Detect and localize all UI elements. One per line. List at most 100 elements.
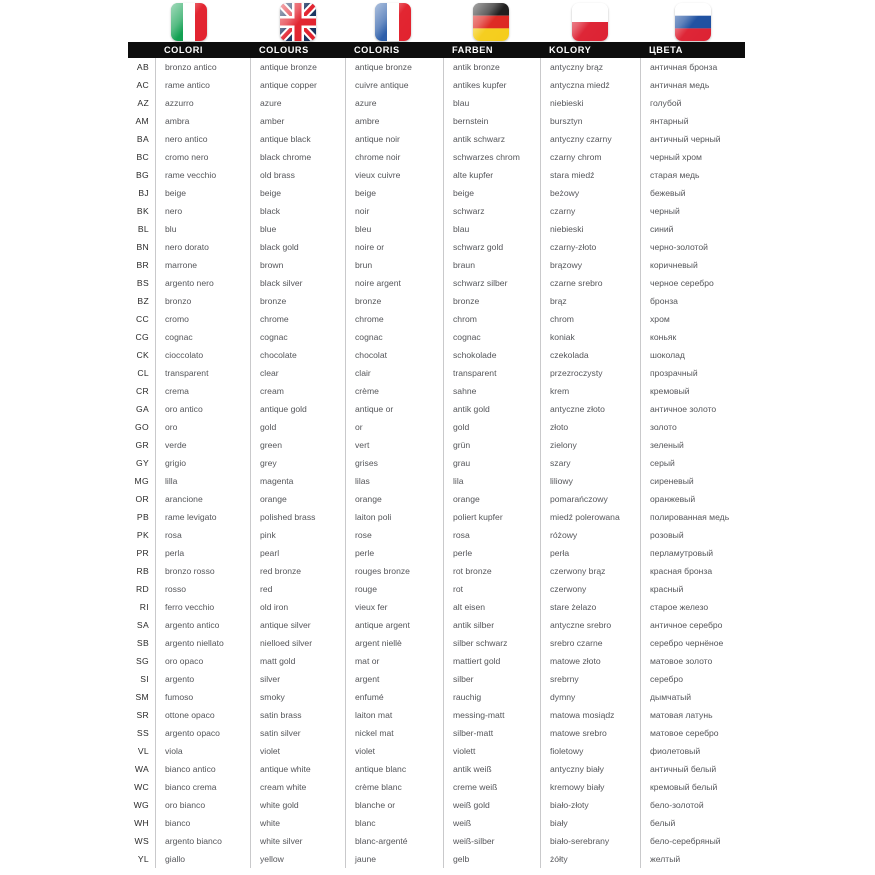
cell-it: arancione: [155, 490, 250, 508]
cell-ru: голубой: [640, 94, 745, 112]
cell-it: ottone opaco: [155, 706, 250, 724]
row-code: GR: [135, 440, 149, 450]
row-code: CG: [135, 332, 149, 342]
cell-de: gelb: [443, 850, 540, 868]
cell-ru: античное серебро: [640, 616, 745, 634]
cell-de: blau: [443, 94, 540, 112]
row-code: AZ: [137, 98, 149, 108]
cell-fr: bleu: [345, 220, 443, 238]
cell-fr: enfumé: [345, 688, 443, 706]
cell-en: cognac: [250, 328, 345, 346]
cell-ru: черный: [640, 202, 745, 220]
flag-cell-german: [441, 0, 540, 44]
cell-fr: vieux fer: [345, 598, 443, 616]
table-row: AC rame antico antique copper cuivre antiqu…: [128, 76, 745, 94]
cell-ru: черно-золотой: [640, 238, 745, 256]
table-row: WS argento bianco white silver blanc-argent…: [128, 832, 745, 850]
cell-ru: розовый: [640, 526, 745, 544]
cell-pl: różowy: [540, 526, 640, 544]
header-colours: COLOURS: [259, 45, 309, 55]
cell-en: clear: [250, 364, 345, 382]
table-row: GR verde green vert grün zielony зеленый: [128, 436, 745, 454]
cell-de: antik bronze: [443, 58, 540, 76]
cell-de: silber-matt: [443, 724, 540, 742]
cell-de: bronze: [443, 292, 540, 310]
cell-ru: красный: [640, 580, 745, 598]
cell-fr: antique argent: [345, 616, 443, 634]
cell-en: orange: [250, 490, 345, 508]
cell-fr: rose: [345, 526, 443, 544]
cell-it: argento nero: [155, 274, 250, 292]
cell-ru: янтарный: [640, 112, 745, 130]
cell-fr: ambre: [345, 112, 443, 130]
cell-de: schwarz: [443, 202, 540, 220]
cell-de: creme weiß: [443, 778, 540, 796]
cell-fr: cognac: [345, 328, 443, 346]
cell-en: cream white: [250, 778, 345, 796]
row-code: WS: [134, 836, 149, 846]
cell-en: black chrome: [250, 148, 345, 166]
cell-it: ferro vecchio: [155, 598, 250, 616]
cell-de: messing-matt: [443, 706, 540, 724]
cell-de: violett: [443, 742, 540, 760]
row-code: BA: [136, 134, 149, 144]
cell-ru: бело-золотой: [640, 796, 745, 814]
cell-fr: noire argent: [345, 274, 443, 292]
cell-en: amber: [250, 112, 345, 130]
cell-it: oro: [155, 418, 250, 436]
cell-it: bronzo antico: [155, 58, 250, 76]
table-row: WA bianco antico antique white antique blan…: [128, 760, 745, 778]
cell-pl: czekolada: [540, 346, 640, 364]
row-code: SS: [136, 728, 149, 738]
cell-de: poliert kupfer: [443, 508, 540, 526]
cell-fr: blanc-argenté: [345, 832, 443, 850]
flag-united-kingdom-icon: [279, 3, 316, 41]
cell-en: antique silver: [250, 616, 345, 634]
cell-en: white gold: [250, 796, 345, 814]
cell-it: nero: [155, 202, 250, 220]
cell-fr: azure: [345, 94, 443, 112]
cell-fr: argent niellè: [345, 634, 443, 652]
cell-fr: antique blanc: [345, 760, 443, 778]
cell-it: lilla: [155, 472, 250, 490]
table-row: WH bianco white blanc weiß biały белый: [128, 814, 745, 832]
cell-de: schwarzes chrom: [443, 148, 540, 166]
cell-ru: матовое золото: [640, 652, 745, 670]
table-row: BR marrone brown brun braun brązowy коричневый: [128, 256, 745, 274]
cell-ru: античная медь: [640, 76, 745, 94]
cell-it: cioccolato: [155, 346, 250, 364]
cell-en: old iron: [250, 598, 345, 616]
cell-de: silber: [443, 670, 540, 688]
cell-en: green: [250, 436, 345, 454]
row-code: RB: [136, 566, 149, 576]
table-row: SS argento opaco satin silver nickel mat sil…: [128, 724, 745, 742]
row-code: BK: [136, 206, 149, 216]
cell-it: rame vecchio: [155, 166, 250, 184]
cell-fr: perle: [345, 544, 443, 562]
cell-de: antik silber: [443, 616, 540, 634]
table-row: BZ bronzo bronze bronze bronze brąz бронза: [128, 292, 745, 310]
row-code: GO: [135, 422, 149, 432]
cell-de: antikes kupfer: [443, 76, 540, 94]
cell-ru: шоколад: [640, 346, 745, 364]
row-code: BZ: [137, 296, 149, 306]
cell-en: nielloed silver: [250, 634, 345, 652]
table-row: BL blu blue bleu blau niebieski синий: [128, 220, 745, 238]
cell-de: antik gold: [443, 400, 540, 418]
cell-ru: коньяк: [640, 328, 745, 346]
header-farben: FARBEN: [452, 45, 494, 55]
cell-pl: biało-złoty: [540, 796, 640, 814]
cell-de: chrom: [443, 310, 540, 328]
row-code: BR: [136, 260, 149, 270]
cell-ru: дымчатый: [640, 688, 745, 706]
cell-it: ambra: [155, 112, 250, 130]
cell-pl: złoto: [540, 418, 640, 436]
cell-ru: серый: [640, 454, 745, 472]
cell-fr: chocolat: [345, 346, 443, 364]
cell-en: antique copper: [250, 76, 345, 94]
table-row: SB argento niellato nielloed silver argent …: [128, 634, 745, 652]
cell-ru: античный белый: [640, 760, 745, 778]
cell-de: rosa: [443, 526, 540, 544]
cell-fr: antique bronze: [345, 58, 443, 76]
